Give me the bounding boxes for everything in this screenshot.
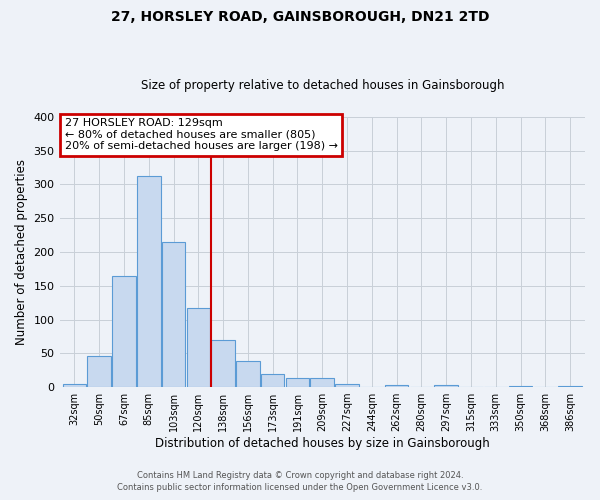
Bar [88,356,111,387]
Bar [559,386,582,387]
Bar [211,340,235,387]
Y-axis label: Number of detached properties: Number of detached properties [15,159,28,345]
Bar [112,276,136,387]
Bar [62,384,86,387]
X-axis label: Distribution of detached houses by size in Gainsborough: Distribution of detached houses by size … [155,437,490,450]
Text: 27, HORSLEY ROAD, GAINSBOROUGH, DN21 2TD: 27, HORSLEY ROAD, GAINSBOROUGH, DN21 2TD [111,10,489,24]
Bar [187,308,210,387]
Title: Size of property relative to detached houses in Gainsborough: Size of property relative to detached ho… [140,79,504,92]
Text: Contains HM Land Registry data © Crown copyright and database right 2024.
Contai: Contains HM Land Registry data © Crown c… [118,471,482,492]
Bar [385,385,409,387]
Bar [286,378,309,387]
Bar [261,374,284,387]
Bar [236,362,260,387]
Text: 27 HORSLEY ROAD: 129sqm
← 80% of detached houses are smaller (805)
20% of semi-d: 27 HORSLEY ROAD: 129sqm ← 80% of detache… [65,118,338,152]
Bar [137,176,161,387]
Bar [509,386,532,387]
Bar [335,384,359,387]
Bar [162,242,185,387]
Bar [310,378,334,387]
Bar [434,385,458,387]
